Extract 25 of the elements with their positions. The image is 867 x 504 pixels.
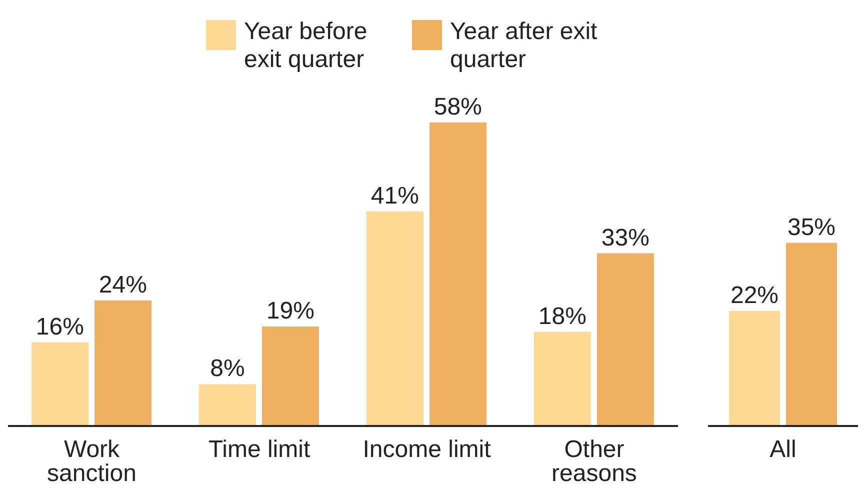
legend-label: Year before exit quarter — [244, 18, 368, 74]
bar — [596, 253, 654, 426]
bar — [31, 342, 88, 426]
data-label: 22% — [730, 282, 779, 309]
legend-label: Year after exit quarter — [450, 18, 598, 74]
x-tick-label: Time limit — [208, 436, 310, 464]
data-label: 24% — [98, 271, 147, 298]
data-label: 16% — [36, 313, 84, 340]
bar — [198, 384, 256, 426]
x-tick-label: Other reasons — [552, 436, 637, 488]
data-label: 19% — [266, 298, 314, 325]
data-label: 18% — [538, 302, 586, 330]
bar — [366, 211, 424, 426]
data-label: 8% — [210, 355, 245, 382]
bar — [429, 122, 486, 426]
bar — [262, 326, 319, 426]
data-label: 41% — [370, 182, 419, 210]
bar — [534, 332, 591, 426]
data-label: 58% — [434, 93, 482, 120]
data-label: 33% — [601, 224, 650, 252]
x-tick-label: All — [770, 436, 796, 464]
x-tick-label: Work sanction — [47, 436, 136, 488]
data-label: 35% — [787, 214, 836, 241]
bar — [94, 300, 152, 426]
x-tick-label: Income limit — [362, 436, 492, 464]
